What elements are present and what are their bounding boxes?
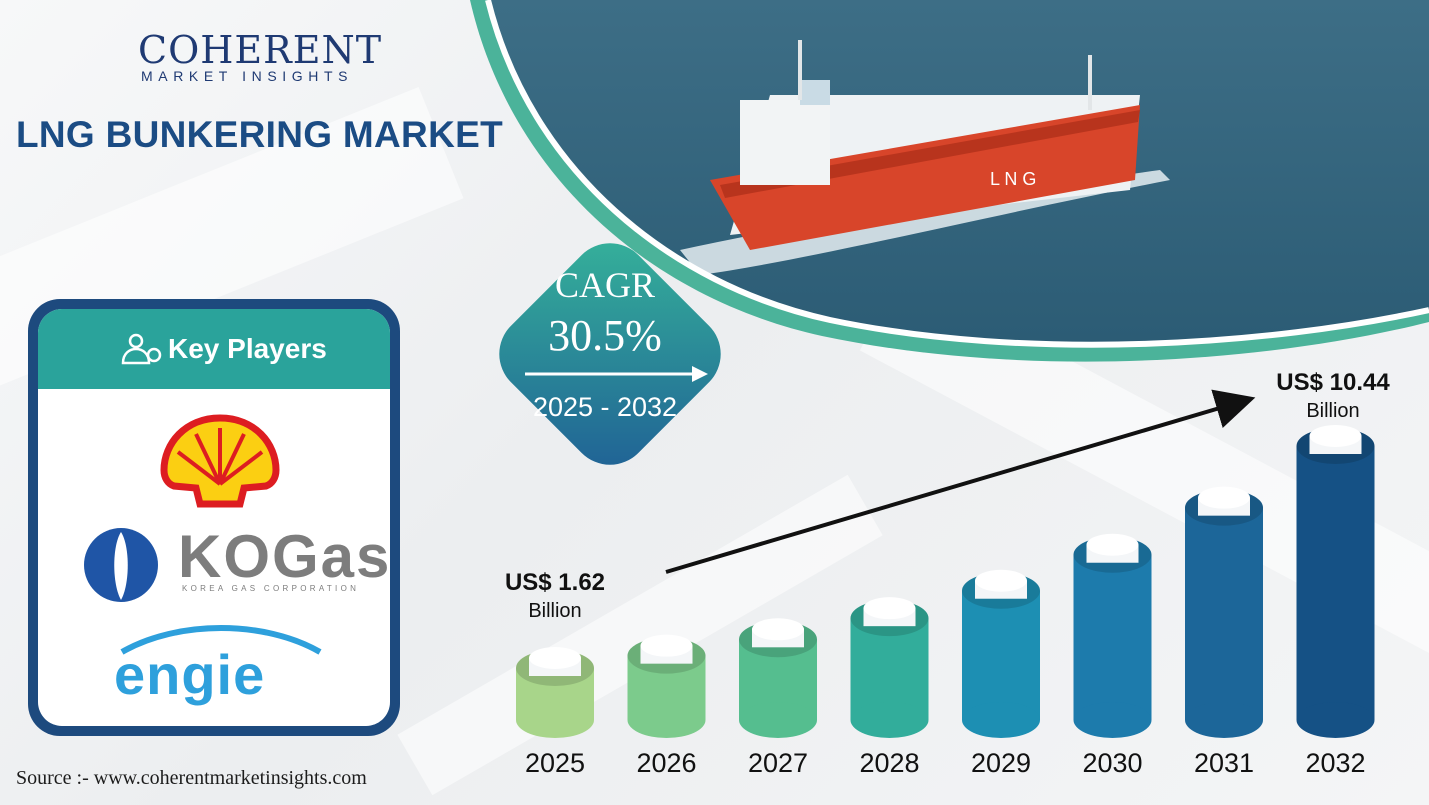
bar-base — [1073, 702, 1152, 738]
bar — [516, 647, 594, 738]
bar-cap — [1198, 486, 1250, 509]
key-players-header: Key Players — [38, 309, 390, 389]
bar-cap — [975, 569, 1027, 592]
bar-base — [516, 702, 594, 738]
market-growth-chart: 2025 2026 2027 2028 2029 2030 2031 2032 US$ 1.6… — [505, 369, 1390, 778]
engie-arc-icon — [120, 625, 322, 655]
start-value-label: US$ 1.62 — [505, 569, 605, 596]
bar-cap — [640, 634, 693, 657]
shell-logo — [160, 414, 280, 508]
bar-body — [1185, 507, 1263, 720]
bar-base — [962, 702, 1040, 738]
bar — [850, 597, 929, 738]
bar-base — [1296, 702, 1375, 738]
bar-base — [627, 702, 706, 738]
growth-arrow — [665, 389, 1256, 574]
cagr-label: CAGR — [554, 265, 656, 305]
kogas-logo-mark — [84, 528, 158, 602]
bar-cap — [863, 597, 916, 620]
bar-cap — [1309, 425, 1362, 447]
year-tick-label: 2027 — [748, 748, 808, 778]
kogas-subtitle: KOREA GAS CORPORATION — [182, 584, 360, 593]
cagr-value: 30.5% — [548, 311, 662, 360]
bar-base — [1185, 702, 1263, 738]
bar-body — [962, 590, 1040, 720]
source-note: Source :- www.coherentmarketinsights.com — [16, 767, 367, 789]
brand-name: COHERENT — [138, 28, 383, 72]
engie-wordmark: engie — [114, 643, 266, 706]
year-tick-label: 2028 — [859, 748, 919, 778]
year-tick-label: 2026 — [636, 748, 696, 778]
start-unit-label: Billion — [528, 600, 581, 622]
cagr-period: 2025 - 2032 — [532, 392, 678, 422]
cagr-badge — [499, 243, 721, 465]
bar-cap — [752, 618, 804, 641]
bar — [962, 569, 1040, 738]
end-value-label: US$ 10.44 — [1276, 369, 1390, 396]
key-players-card: Key Players — [28, 299, 400, 736]
brand-tagline: MARKET INSIGHTS — [141, 68, 354, 84]
bar-body — [1073, 554, 1152, 720]
bar — [1185, 486, 1263, 738]
svg-text:L N G: L N G — [990, 169, 1036, 189]
bar — [1073, 533, 1152, 738]
bar-body — [1296, 446, 1375, 720]
players-icon — [121, 333, 162, 365]
end-unit-label: Billion — [1306, 400, 1359, 422]
year-tick-label: 2031 — [1194, 748, 1254, 778]
year-tick-label: 2030 — [1082, 748, 1142, 778]
kogas-wordmark: KOGas — [178, 523, 392, 590]
bar-base — [739, 702, 817, 738]
bar-base — [850, 702, 929, 738]
bar-cap — [529, 647, 581, 669]
key-players-panel: Key Players — [38, 309, 390, 726]
year-tick-label: 2025 — [525, 748, 585, 778]
bar — [739, 618, 817, 738]
key-players-title: Key Players — [168, 333, 327, 364]
bar — [1296, 425, 1375, 738]
bar-cap — [1086, 533, 1139, 556]
bar — [627, 634, 706, 738]
page-title: LNG BUNKERING MARKET — [16, 114, 503, 155]
year-tick-label: 2029 — [971, 748, 1031, 778]
lng-ship-photo: L N G — [470, 0, 1429, 362]
year-tick-label: 2032 — [1305, 748, 1365, 778]
